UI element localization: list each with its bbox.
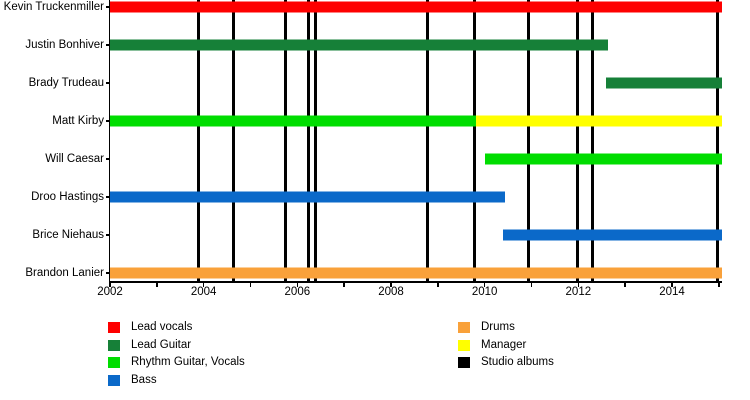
member-tenure-bar bbox=[110, 191, 505, 203]
x-axis-tick-label: 2006 bbox=[284, 285, 311, 298]
member-name-label: Brady Trudeau bbox=[28, 77, 104, 89]
y-axis-tick bbox=[106, 44, 110, 46]
member-tenure-bar bbox=[503, 229, 723, 241]
y-axis-tick bbox=[106, 234, 110, 236]
studio-album-line bbox=[527, 0, 531, 281]
member-name-label: Kevin Truckenmiller bbox=[3, 1, 104, 13]
member-name-label: Will Caesar bbox=[45, 153, 104, 165]
studio-album-line bbox=[197, 0, 201, 281]
x-axis-tick bbox=[296, 282, 299, 287]
x-axis-tick bbox=[343, 282, 345, 287]
x-axis-tick bbox=[624, 282, 626, 287]
x-axis-tick bbox=[671, 282, 673, 287]
x-axis-line bbox=[108, 281, 723, 283]
y-axis-tick bbox=[106, 120, 110, 122]
member-tenure-bar bbox=[476, 115, 723, 127]
legend-label: Lead vocals bbox=[131, 321, 193, 333]
studio-album-line bbox=[473, 0, 477, 281]
x-axis-tick bbox=[530, 282, 533, 287]
x-axis-tick-label: 2010 bbox=[471, 285, 498, 298]
studio-album-line bbox=[283, 0, 287, 281]
legend-label: Drums bbox=[481, 321, 515, 333]
studio-album-line bbox=[716, 0, 720, 281]
x-axis-tick bbox=[156, 282, 158, 287]
member-tenure-bar bbox=[110, 115, 477, 127]
member-tenure-bar bbox=[110, 39, 608, 51]
x-axis-tick bbox=[109, 282, 111, 287]
member-tenure-bar bbox=[484, 153, 723, 165]
y-axis-tick bbox=[106, 158, 110, 160]
legend-label: Manager bbox=[481, 338, 527, 351]
y-axis-tick bbox=[106, 196, 110, 198]
legend-swatch bbox=[458, 322, 470, 333]
x-axis-tick-label: 2004 bbox=[190, 285, 217, 298]
legend-swatch bbox=[108, 339, 120, 351]
x-axis-tick bbox=[577, 282, 580, 287]
member-name-label: Justin Bonhiver bbox=[25, 39, 104, 51]
legend-swatch bbox=[458, 339, 470, 351]
legend-label: Lead Guitar bbox=[131, 338, 192, 351]
legend-label: Studio albums bbox=[481, 356, 554, 368]
x-axis-tick-label: 2012 bbox=[565, 285, 592, 298]
legend-swatch bbox=[108, 357, 120, 368]
x-axis-tick-label: 2008 bbox=[378, 285, 404, 298]
member-name-label: Droo Hastings bbox=[31, 191, 104, 203]
studio-album-line bbox=[576, 0, 580, 281]
x-axis-tick bbox=[437, 282, 439, 287]
x-axis-tick bbox=[718, 282, 720, 287]
x-axis-tick bbox=[483, 282, 486, 287]
legend-label: Bass bbox=[131, 373, 157, 386]
x-axis-tick-label: 2014 bbox=[659, 285, 685, 298]
member-tenure-bar bbox=[110, 267, 723, 279]
x-axis-tick bbox=[249, 282, 252, 287]
y-axis-tick bbox=[106, 272, 110, 274]
member-tenure-bar bbox=[606, 77, 723, 89]
studio-album-line bbox=[313, 0, 317, 281]
legend-swatch bbox=[458, 357, 470, 368]
x-axis-tick-label: 2002 bbox=[97, 285, 123, 298]
studio-album-line bbox=[426, 0, 430, 281]
legend-swatch bbox=[108, 322, 120, 333]
studio-album-line bbox=[591, 0, 595, 281]
y-axis-tick bbox=[106, 6, 110, 8]
member-name-label: Matt Kirby bbox=[52, 115, 104, 127]
x-axis-tick bbox=[390, 282, 392, 287]
y-axis-tick bbox=[106, 82, 110, 84]
y-axis-line bbox=[108, 0, 110, 283]
member-name-label: Brice Niehaus bbox=[32, 229, 104, 241]
x-axis-tick bbox=[202, 282, 205, 287]
member-tenure-bar bbox=[110, 1, 723, 13]
studio-album-line bbox=[231, 0, 235, 281]
member-name-label: Brandon Lanier bbox=[25, 267, 104, 279]
studio-album-line bbox=[306, 0, 310, 281]
legend-swatch bbox=[108, 374, 120, 386]
legend-label: Rhythm Guitar, Vocals bbox=[131, 356, 245, 368]
